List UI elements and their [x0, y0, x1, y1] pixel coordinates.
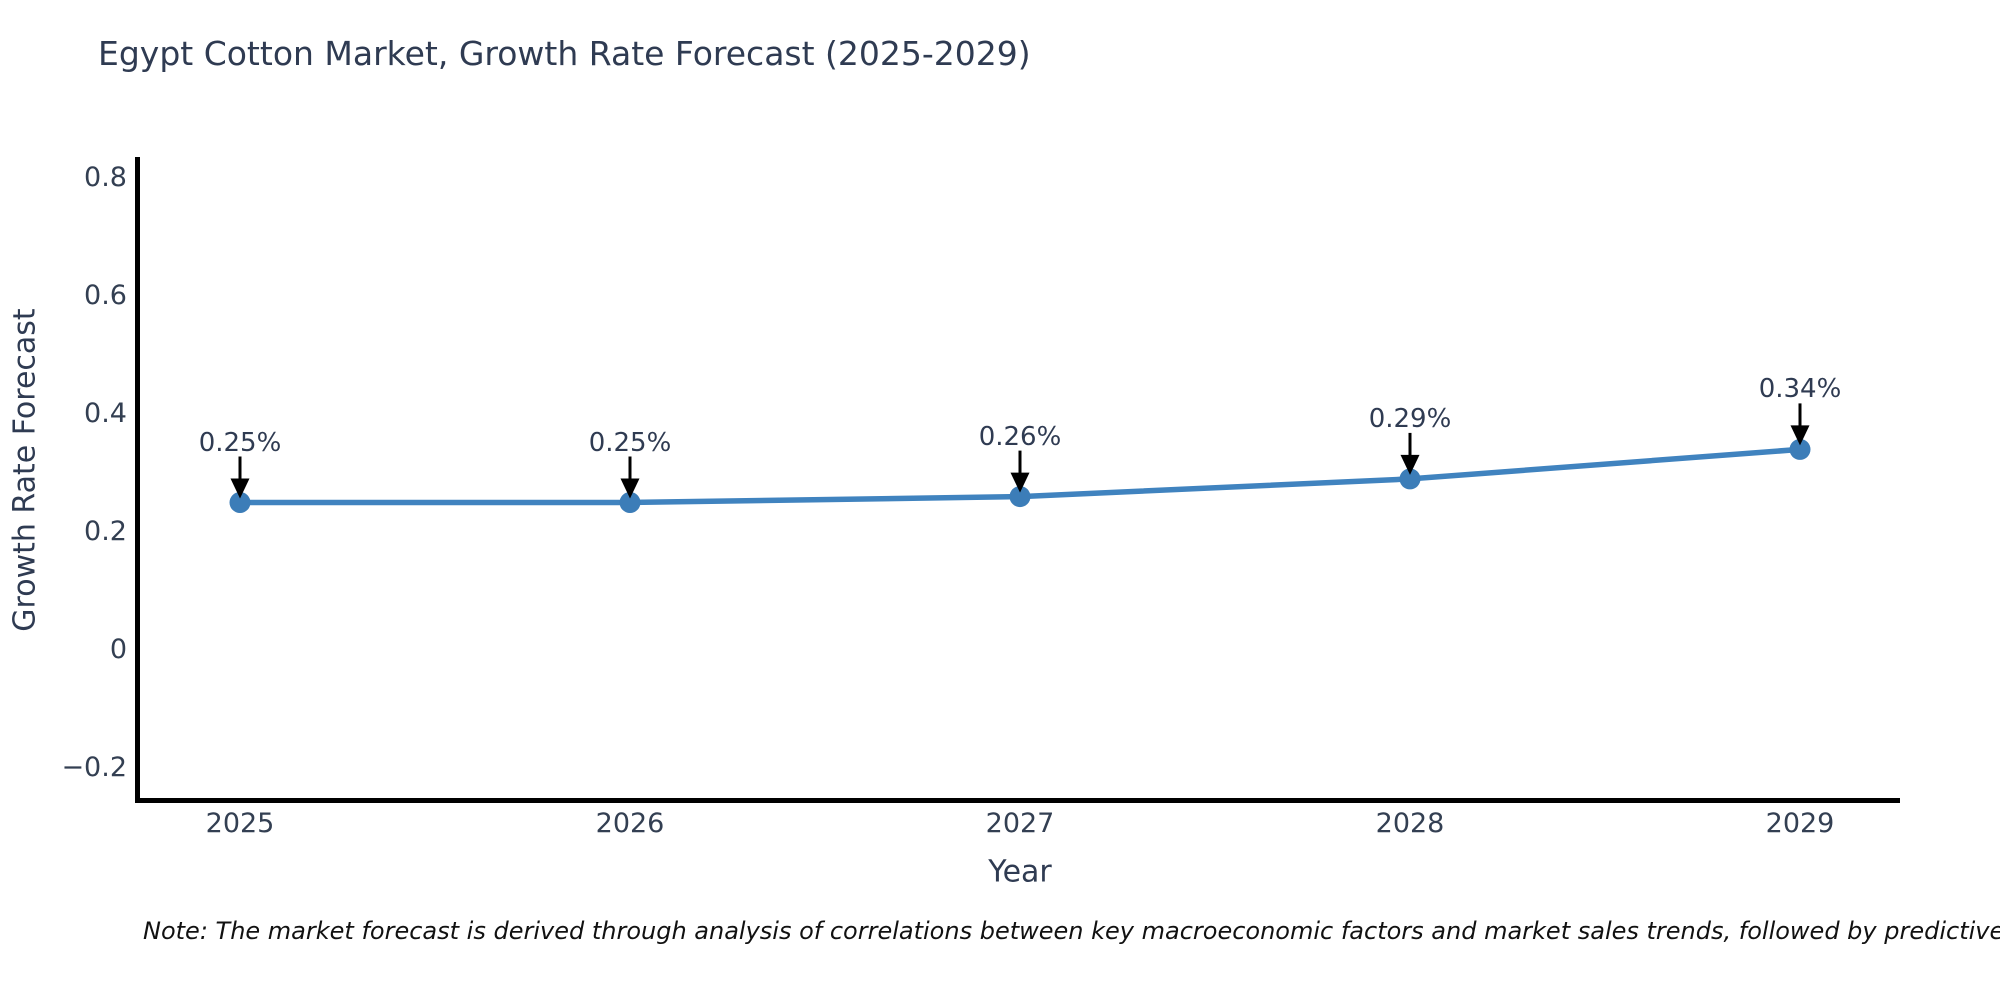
trend-line-series: [229, 438, 1811, 513]
annotation-arrow-head: [620, 478, 640, 499]
data-point-marker: [619, 492, 641, 513]
y-tick-label: 0.8: [84, 162, 127, 193]
y-tick-label: 0: [109, 634, 127, 665]
chart-title: Egypt Cotton Market, Growth Rate Forecas…: [98, 34, 1031, 73]
data-point-marker: [1009, 486, 1031, 508]
annotation-arrow-head: [1400, 454, 1420, 475]
data-point-marker: [1399, 468, 1421, 490]
y-tick-label: −0.2: [61, 752, 127, 783]
annotation-arrow-head: [1790, 425, 1810, 446]
x-tick-label: 2028: [1375, 808, 1445, 839]
y-tick-label: 0.2: [84, 516, 127, 547]
y-axis-spine: [135, 157, 140, 803]
x-tick-label: 2027: [985, 808, 1055, 839]
annotation-arrow-head: [230, 478, 250, 499]
point-annotation: 0.29%: [1368, 403, 1452, 434]
y-tick-label: 0.4: [84, 398, 127, 429]
axis-spines: [135, 157, 1900, 803]
x-tick-label: 2025: [205, 808, 275, 839]
annotation-arrow-head: [1010, 472, 1030, 493]
y-tick-label: 0.6: [84, 280, 127, 311]
data-point-marker: [229, 492, 251, 513]
point-annotation: 0.25%: [588, 427, 672, 458]
point-annotation: 0.26%: [978, 421, 1062, 452]
x-axis-label: Year: [988, 854, 1052, 890]
point-annotation: 0.25%: [198, 427, 282, 458]
annotation-arrows: [230, 403, 1810, 499]
x-tick-label: 2026: [595, 808, 665, 839]
data-point-marker: [1789, 438, 1811, 460]
x-tick-label: 2029: [1765, 808, 1835, 839]
footnote-text: Note: The market forecast is derived thr…: [143, 917, 2000, 945]
point-annotation: 0.34%: [1758, 374, 1842, 405]
x-axis-spine: [135, 798, 1900, 803]
